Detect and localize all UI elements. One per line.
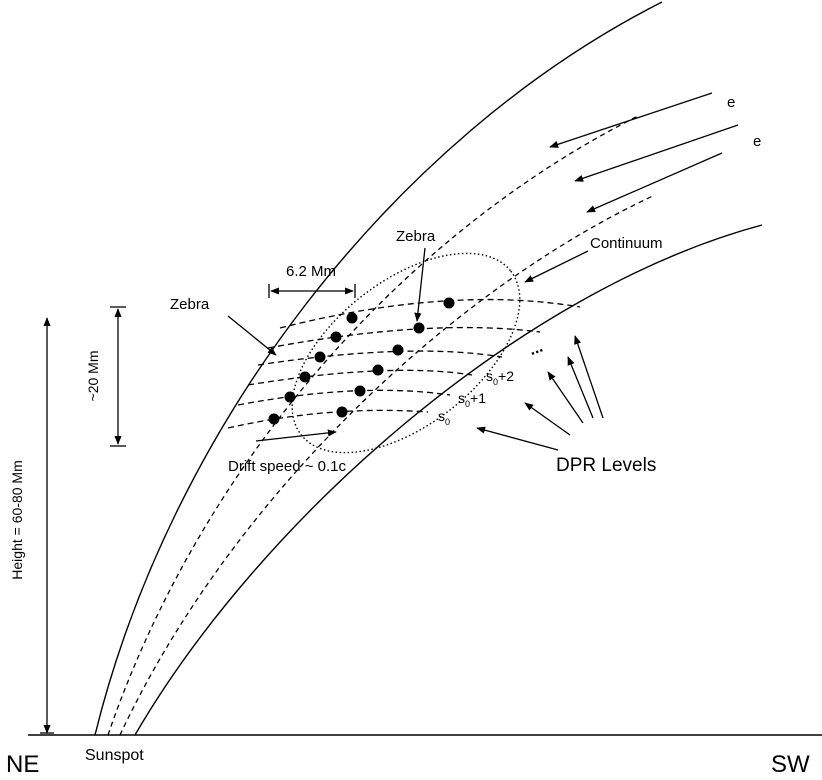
field-line-dashed-2 bbox=[119, 194, 656, 736]
level-s0-label: s0 bbox=[438, 408, 450, 427]
zebra-dots bbox=[268, 297, 455, 425]
zebra-label-left: Zebra bbox=[170, 296, 210, 313]
loop-outer-boundary bbox=[94, 1, 663, 736]
zebra-dot bbox=[354, 385, 366, 397]
zebra-dot bbox=[336, 406, 348, 418]
vertical-scale-label: ~20 Mm bbox=[85, 351, 101, 402]
drift-arrow bbox=[255, 429, 337, 442]
ne-label: NE bbox=[6, 751, 39, 778]
level-s0-plus2-label: s0+2 bbox=[486, 368, 514, 387]
level-ellipsis: ... bbox=[527, 339, 545, 360]
height-label: Height = 60-80 Mm bbox=[9, 460, 25, 579]
zebra-stripe bbox=[267, 326, 541, 349]
zebra-stripe bbox=[279, 298, 581, 329]
zebra-dot bbox=[443, 297, 455, 309]
zebra-stripe bbox=[247, 369, 473, 386]
sw-label: SW bbox=[771, 751, 810, 778]
dpr-arrow bbox=[574, 335, 604, 419]
electron-beam-3 bbox=[586, 152, 723, 213]
zebra-dot bbox=[413, 322, 425, 334]
zebra-dot bbox=[268, 413, 280, 425]
zebra-pointer-top bbox=[414, 247, 426, 322]
electron-label-1: e bbox=[727, 94, 735, 111]
sunspot-label: Sunspot bbox=[85, 747, 144, 764]
level-s0-plus1-label: s0+1 bbox=[458, 390, 486, 409]
continuum-label: Continuum bbox=[590, 235, 663, 252]
electron-label-2: e bbox=[753, 133, 761, 150]
zebra-label-top: Zebra bbox=[396, 228, 436, 245]
dpr-arrow bbox=[547, 371, 584, 424]
zebra-stripe bbox=[227, 409, 429, 429]
loop-inner-boundary bbox=[134, 224, 763, 736]
zebra-dot bbox=[346, 312, 358, 324]
source-region-ellipse bbox=[291, 252, 521, 454]
zebra-dot bbox=[314, 351, 326, 363]
zebra-dot bbox=[372, 364, 384, 376]
field-line-dashed-1 bbox=[107, 114, 641, 736]
zebra-pointer-left bbox=[227, 315, 277, 356]
continuum-pointer bbox=[524, 250, 589, 283]
dpr-arrow bbox=[524, 402, 571, 436]
drift-speed-label: Drift speed ~ 0.1c bbox=[228, 458, 346, 475]
zebra-dot bbox=[284, 391, 296, 403]
zebra-dot bbox=[330, 331, 342, 343]
zebra-dot bbox=[299, 371, 311, 383]
electron-beam-2 bbox=[574, 124, 739, 182]
zebra-dot bbox=[392, 344, 404, 356]
zebra-stripe bbox=[257, 350, 503, 366]
zebra-stripe bbox=[237, 389, 451, 406]
dpr-levels-label: DPR Levels bbox=[556, 455, 656, 476]
dpr-arrow bbox=[476, 426, 559, 451]
electron-beam-1 bbox=[549, 92, 713, 148]
width-scale-label: 6.2 Mm bbox=[286, 263, 336, 280]
dpr-arrows bbox=[476, 335, 604, 451]
dpr-arrow bbox=[567, 356, 594, 419]
